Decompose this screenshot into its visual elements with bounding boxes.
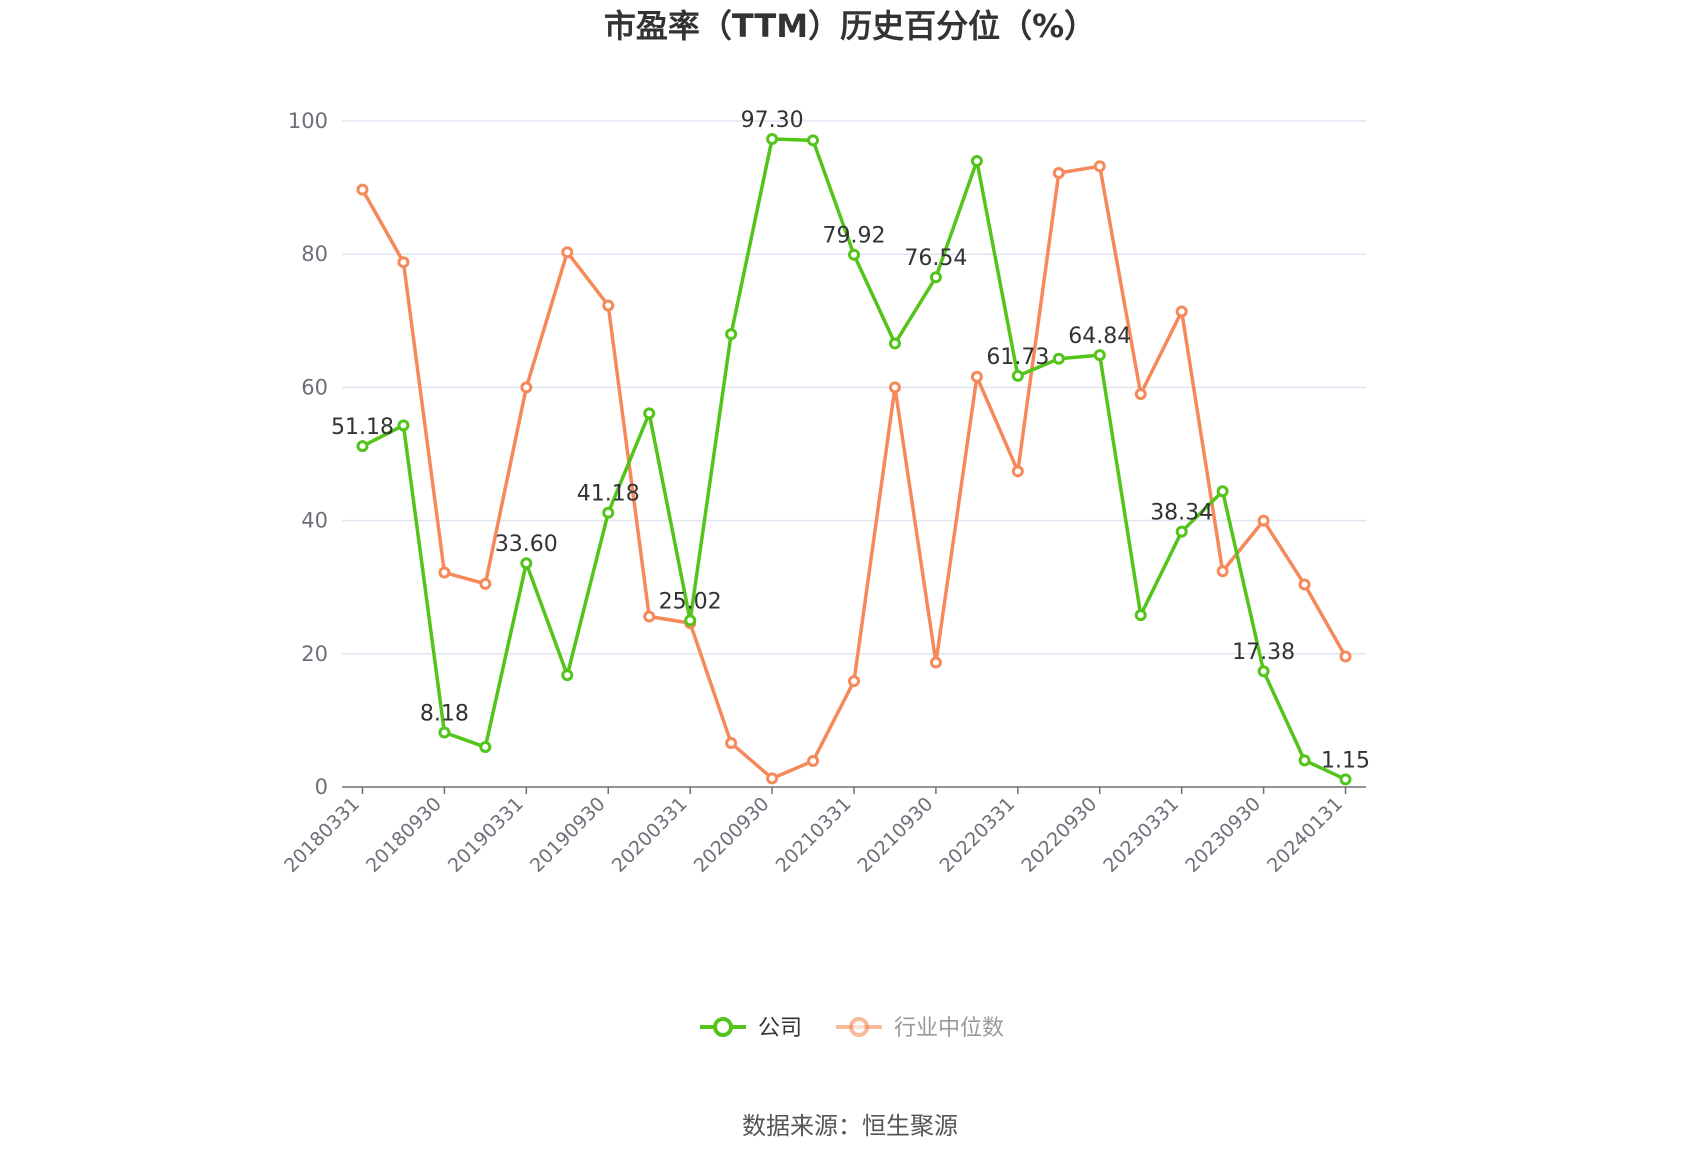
point-0-20221231 <box>1134 609 1147 622</box>
data-label-20220930: 64.84 <box>1068 324 1131 349</box>
point-1-20190331 <box>520 381 533 394</box>
x-tick-label-20200930: 20200930 <box>690 793 774 877</box>
point-1-20231231 <box>1298 578 1311 591</box>
legend-company-marker <box>713 1017 733 1037</box>
point-0-20220331 <box>1011 369 1024 382</box>
point-0-20210930 <box>929 271 942 284</box>
chart-title: 市盈率（TTM）历史百分位（%） <box>604 7 1096 45</box>
point-1-20181231 <box>479 577 492 590</box>
point-1-20200630 <box>725 737 738 750</box>
x-tick-label-20190930: 20190930 <box>526 793 610 877</box>
series-1 <box>356 160 1352 785</box>
point-0-20200630 <box>725 328 738 341</box>
y-tick-label-40: 40 <box>301 509 328 533</box>
grid <box>342 120 1366 655</box>
point-0-20230930 <box>1257 665 1270 678</box>
legend-company-label: 公司 <box>758 1016 802 1041</box>
point-1-20230930 <box>1257 514 1270 527</box>
point-1-20221231 <box>1134 388 1147 401</box>
point-1-20180331 <box>356 183 369 196</box>
point-1-20210630 <box>888 381 901 394</box>
x-tick-label-20220331: 20220331 <box>935 793 1019 877</box>
x-tick-label-20210331: 20210331 <box>772 793 856 877</box>
point-1-20190630 <box>561 246 574 259</box>
data-label-20190331: 33.60 <box>495 532 558 557</box>
x-tick-label-20210930: 20210930 <box>854 793 938 877</box>
point-0-20210331 <box>848 248 860 261</box>
y-tick-label-80: 80 <box>301 242 328 266</box>
point-0-20190331 <box>520 557 533 570</box>
legend-industry-label: 行业中位数 <box>894 1016 1004 1041</box>
x-tick-label-20230930: 20230930 <box>1181 793 1265 877</box>
legend: 公司 行业中位数 <box>700 1016 1004 1041</box>
legend-industry-marker <box>849 1017 869 1037</box>
data-label-20230930: 17.38 <box>1232 640 1295 665</box>
point-0-20180930 <box>438 726 451 739</box>
point-0-20191231 <box>643 407 656 420</box>
point-0-20181231 <box>479 741 492 754</box>
point-0-20230331 <box>1175 525 1188 538</box>
data-label-20180930: 8.18 <box>420 702 469 727</box>
point-1-20211231 <box>970 370 983 383</box>
x-tick-label-20230331: 20230331 <box>1099 793 1183 877</box>
data-labels: 51.18 8.18 33.60 41.18 25.02 97.30 79.92 76.54 6… <box>331 108 1370 773</box>
x-tick-label-20190331: 20190331 <box>444 793 528 877</box>
point-1-20191231 <box>643 610 656 623</box>
point-0-20180630 <box>397 419 410 432</box>
legend-item-industry[interactable]: 行业中位数 <box>836 1016 1004 1041</box>
point-0-20230630 <box>1216 485 1229 498</box>
data-label-20240131: 1.15 <box>1321 748 1370 773</box>
legend-item-company[interactable]: 公司 <box>700 1016 802 1041</box>
point-1-20190930 <box>602 299 615 312</box>
y-axis: 0 20 40 60 80 100 <box>288 109 328 799</box>
point-0-20201231 <box>807 134 820 147</box>
x-tick-label-20180331: 20180331 <box>280 793 364 877</box>
point-0-20200331 <box>684 614 697 627</box>
point-0-20211231 <box>970 154 983 167</box>
y-tick-label-60: 60 <box>301 375 328 399</box>
y-tick-label-100: 100 <box>288 109 328 133</box>
y-tick-label-0: 0 <box>315 775 328 799</box>
point-1-20180630 <box>397 256 410 269</box>
data-label-20230331: 38.34 <box>1150 501 1213 526</box>
point-1-20210331 <box>848 675 860 688</box>
data-label-20210331: 79.92 <box>823 224 886 249</box>
point-1-20220930 <box>1093 160 1106 173</box>
point-0-20190930 <box>602 506 615 519</box>
point-0-20220630 <box>1052 352 1065 365</box>
point-0-20190630 <box>561 669 574 682</box>
data-label-20220331: 61.73 <box>986 345 1049 370</box>
point-1-20210930 <box>929 656 942 669</box>
data-label-20210930: 76.54 <box>904 246 967 271</box>
point-0-20210630 <box>888 337 901 350</box>
point-1-20240131 <box>1339 650 1352 663</box>
y-tick-label-20: 20 <box>301 642 328 666</box>
data-label-20200930: 97.30 <box>741 108 804 133</box>
point-1-20180930 <box>438 566 451 579</box>
x-tick-label-20240131: 20240131 <box>1263 793 1347 877</box>
point-1-20220630 <box>1052 166 1065 179</box>
x-tick-label-20200331: 20200331 <box>608 793 692 877</box>
x-tick-label-20220930: 20220930 <box>1017 793 1101 877</box>
point-1-20201231 <box>807 755 820 768</box>
data-label-20190930: 41.18 <box>577 482 640 507</box>
x-tick-label-20180930: 20180930 <box>362 793 446 877</box>
source-note: 数据来源：恒生聚源 <box>742 1112 958 1140</box>
point-1-20230331 <box>1175 305 1188 318</box>
point-0-20200930 <box>766 132 779 145</box>
point-1-20220331 <box>1011 465 1024 478</box>
point-0-20240131 <box>1339 773 1352 786</box>
data-label-20180331: 51.18 <box>331 415 394 440</box>
point-0-20231231 <box>1298 754 1311 767</box>
x-axis: 2018033120180930201903312019093020200331… <box>280 786 1366 877</box>
series-layer <box>356 132 1352 786</box>
series-0 <box>356 132 1352 786</box>
point-1-20200930 <box>766 772 779 785</box>
point-1-20230630 <box>1216 565 1229 578</box>
point-0-20180331 <box>356 440 369 453</box>
point-0-20220930 <box>1093 349 1106 362</box>
data-label-20200331: 25.02 <box>659 589 722 614</box>
